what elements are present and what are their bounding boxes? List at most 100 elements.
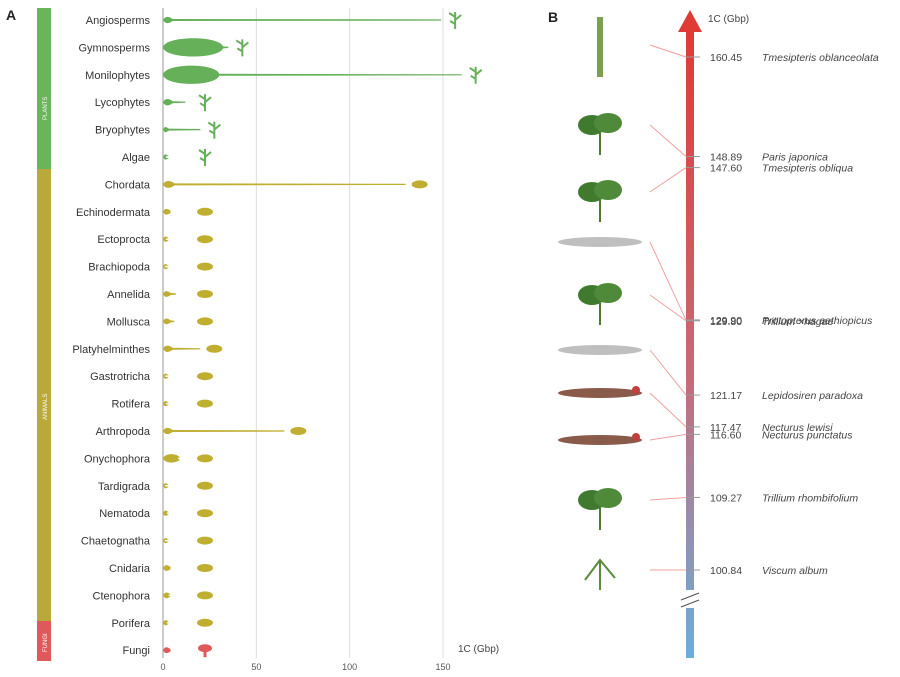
species-label: Viscum album (762, 565, 828, 577)
category-label: Mollusca (107, 316, 151, 328)
species-label: Protopterus aethiopicus (762, 315, 873, 327)
species-label: Tmesipteris obliqua (762, 163, 853, 175)
plant-icon (198, 94, 212, 112)
value-label: 109.27 (710, 492, 742, 504)
species-label: Lepidosiren paradoxa (762, 390, 863, 402)
plant-icon (207, 121, 221, 139)
category-label: Onychophora (84, 453, 151, 465)
violin-platyhelminthes (163, 345, 201, 352)
animal-icon (197, 618, 213, 627)
violin-bryophytes (163, 126, 201, 133)
value-label: 117.47 (710, 422, 741, 434)
violin-lycophytes (163, 99, 186, 106)
species-label: Trillium ×hagae (762, 316, 833, 328)
axis-break-icon (680, 590, 700, 608)
scale-point: 121.17 Lepidosiren paradoxa (649, 349, 863, 402)
leader-line (649, 241, 687, 321)
scale-point: 109.27 Trillium rhombifolium (649, 492, 858, 504)
x-tick-label: 0 (160, 662, 165, 672)
panel-a-category-labels: Angiosperms Gymnosperms Monilophytes Lycoph… (72, 15, 151, 657)
violin-rotifera (163, 400, 169, 407)
value-label: 116.60 (710, 429, 741, 441)
animal-icon (290, 427, 307, 435)
scale-point: 147.60 Tmesipteris obliqua (649, 163, 853, 193)
kingdom-label-animals: ANIMALS (43, 394, 49, 420)
category-label: Cnidaria (109, 563, 151, 575)
leader-line (649, 496, 687, 501)
animal-icon (197, 290, 213, 298)
mistletoe-icon (584, 558, 616, 590)
panel-a-violins (163, 16, 462, 654)
lungfish-icon (558, 345, 642, 355)
animal-icon (197, 454, 213, 463)
category-label: Ectoprocta (97, 234, 150, 246)
animal-icon (197, 317, 213, 326)
violin-porifera (163, 620, 169, 626)
panel-b-label: B (548, 9, 558, 25)
fern-icon (597, 17, 603, 77)
panel-b-organism-icons (558, 17, 642, 590)
leader-line (649, 433, 687, 441)
species-label: Trillium rhombifolium (762, 492, 858, 504)
kingdom-label-fungi: FUNGI (43, 633, 49, 652)
category-label: Nematoda (99, 508, 151, 520)
plant-icon (235, 39, 249, 57)
category-label: Echinodermata (76, 207, 151, 219)
scale-point: 129.80 Trillium ×hagae (649, 294, 833, 328)
leader-line (649, 349, 687, 396)
plant-icon (448, 12, 462, 29)
category-label: Chaetognatha (81, 536, 151, 548)
value-label: 160.45 (710, 52, 742, 64)
category-label: Monilophytes (85, 70, 150, 82)
violin-angiosperms (163, 16, 442, 24)
scale-point: 160.45 Tmesipteris oblanceolata (649, 44, 879, 64)
scale-point: 116.60 Necturus punctatus (649, 429, 853, 441)
species-label: Necturus punctatus (762, 429, 853, 441)
violin-fungi (163, 647, 171, 654)
trillium-icon (578, 283, 622, 325)
x-tick-label: 50 (251, 662, 261, 672)
scale-arrow-head (678, 10, 702, 32)
leader-line (649, 392, 687, 428)
violin-cnidaria (163, 565, 171, 571)
value-label: 148.89 (710, 151, 742, 163)
animal-icon (197, 207, 213, 216)
animal-icon (206, 344, 223, 353)
kingdom-bar-fungi (37, 621, 51, 661)
violin-gastrotricha (163, 373, 169, 379)
category-label: Bryophytes (95, 125, 151, 137)
animal-icon (197, 262, 213, 271)
lungfish-icon (558, 237, 642, 247)
leaf-whorl-icon (578, 113, 622, 155)
category-label: Rotifera (111, 399, 150, 411)
kingdom-bars: PLANTS ANIMALS FUNGI (37, 8, 51, 661)
species-label: Tmesipteris oblanceolata (762, 52, 879, 64)
animal-icon (197, 509, 213, 518)
mushroom-icon (198, 644, 212, 658)
panel-a-grid (162, 8, 444, 658)
panel-a-organism-icons (197, 12, 483, 658)
violin-tardigrada (163, 483, 169, 489)
x-tick-label: 150 (435, 662, 450, 672)
violin-algae (163, 154, 169, 160)
category-label: Ctenophora (93, 590, 151, 602)
category-label: Algae (122, 152, 150, 164)
animal-icon (197, 481, 213, 490)
animal-icon (411, 180, 428, 189)
value-label: 129.90 (710, 315, 742, 327)
leader-line (649, 167, 687, 193)
leader-line (649, 124, 687, 157)
value-label: 100.84 (710, 565, 742, 577)
category-label: Fungi (122, 645, 150, 657)
category-label: Porifera (111, 618, 150, 630)
plant-icon (469, 66, 483, 84)
kingdom-bar-plants (37, 8, 51, 169)
panel-a-x-axis-label: 1C (Gbp) (458, 644, 499, 655)
salamander-icon (558, 433, 642, 445)
violin-ctenophora (163, 592, 171, 599)
violin-brachiopoda (163, 263, 169, 270)
category-label: Gastrotricha (90, 371, 151, 383)
category-label: Gymnosperms (78, 42, 150, 54)
category-label: Annelida (107, 289, 151, 301)
category-label: Platyhelminthes (72, 344, 150, 356)
